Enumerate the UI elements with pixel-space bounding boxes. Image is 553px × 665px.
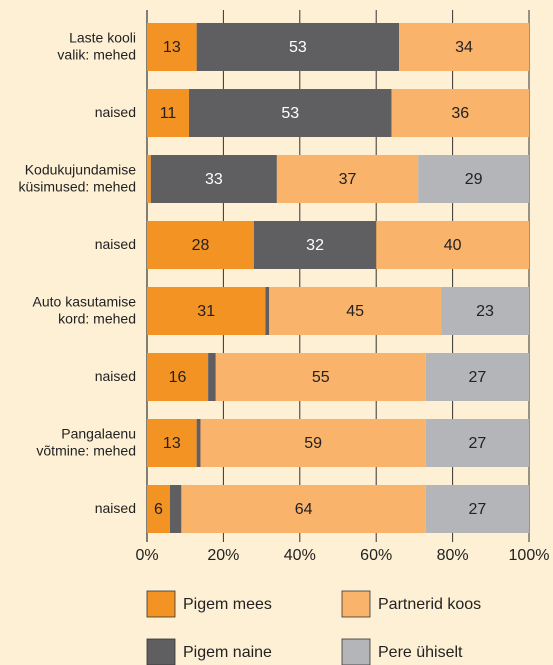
bar-segment: [425, 485, 529, 533]
value-label: 45: [346, 303, 364, 320]
x-tick-label: 20%: [207, 547, 239, 564]
y-tick-label: Kodukujundamise küsimused: mehed: [18, 161, 136, 194]
value-label: 33: [205, 171, 223, 188]
bar-segment: [418, 155, 529, 203]
x-tick-label: 0%: [135, 547, 158, 564]
bar-segment: [441, 287, 529, 335]
value-label: 6: [154, 501, 163, 518]
label-line: küsimused: mehed: [18, 178, 136, 194]
value-label: 32: [306, 237, 324, 254]
y-tick-label: naised: [95, 236, 136, 252]
legend-swatch: [341, 590, 371, 618]
label-line: kord: mehed: [58, 310, 136, 326]
bar-segment: [208, 353, 216, 401]
bar-segment: [399, 23, 529, 71]
bar-segment: [189, 89, 392, 137]
bar-segment: [276, 155, 419, 203]
bar-segment: [265, 287, 270, 335]
value-label: 29: [465, 171, 483, 188]
value-label: 13: [163, 39, 181, 56]
bar-segment: [147, 353, 209, 401]
label-line: naised: [95, 500, 136, 516]
value-label: 28: [192, 237, 210, 254]
legend-label: Pigem mees: [183, 596, 272, 613]
value-label: 55: [312, 369, 330, 386]
label-line: Pangalaenu: [61, 425, 136, 441]
value-label: 27: [469, 501, 487, 518]
value-label: 53: [281, 105, 299, 122]
y-tick-label: naised: [95, 500, 136, 516]
bar-segment: [181, 485, 426, 533]
bar-segment: [169, 485, 182, 533]
value-label: 23: [476, 303, 494, 320]
x-tick-label: 100%: [509, 547, 550, 564]
value-label: 64: [295, 501, 313, 518]
legend-label: Pere ühiselt: [378, 644, 463, 661]
bar-segment: [196, 419, 201, 467]
x-tick-label: 60%: [360, 547, 392, 564]
bar-segment: [150, 155, 277, 203]
y-tick-label: Auto kasutamise kord: mehed: [33, 293, 137, 326]
value-label: 36: [451, 105, 469, 122]
bar-segment: [147, 23, 197, 71]
bar-segment: [200, 419, 426, 467]
value-label: 34: [455, 39, 473, 56]
value-label: 16: [169, 369, 187, 386]
bar-segment: [147, 221, 254, 269]
label-line: naised: [95, 368, 136, 384]
legend-swatch: [341, 638, 371, 665]
bar-segment: [391, 89, 529, 137]
bar-segment: [215, 353, 426, 401]
value-label: 27: [469, 369, 487, 386]
value-label: 59: [304, 435, 322, 452]
y-tick-label: naised: [95, 104, 136, 120]
value-label: 40: [444, 237, 462, 254]
label-line: Kodukujundamise: [25, 161, 137, 177]
value-label: 53: [289, 39, 307, 56]
legend-swatch: [146, 590, 176, 618]
bar-segment: [196, 23, 400, 71]
bar-segment: [147, 419, 197, 467]
bar-segment: [147, 485, 170, 533]
bar-segment: [147, 287, 266, 335]
value-label: 31: [197, 303, 215, 320]
bar-segment: [269, 287, 442, 335]
value-label: 11: [160, 105, 177, 122]
value-label: 27: [469, 435, 487, 452]
label-line: naised: [95, 104, 136, 120]
legend-label: Pigem naine: [183, 644, 272, 661]
x-tick-label: 40%: [284, 547, 316, 564]
label-line: võtmine: mehed: [36, 442, 136, 458]
bar-segment: [147, 89, 190, 137]
bar-segment: [376, 221, 529, 269]
label-line: valik: mehed: [57, 46, 136, 62]
value-label: 13: [163, 435, 181, 452]
bar-segment: [147, 155, 151, 203]
y-tick-label: Laste kooli valik: mehed: [57, 29, 136, 62]
y-tick-label: Pangalaenu võtmine: mehed: [36, 425, 136, 458]
y-tick-label: naised: [95, 368, 136, 384]
value-label: 37: [339, 171, 357, 188]
label-line: Laste kooli: [69, 29, 136, 45]
x-tick-label: 80%: [437, 547, 469, 564]
label-line: Auto kasutamise: [33, 293, 137, 309]
legend-swatch: [146, 638, 176, 665]
bar-segment: [425, 353, 529, 401]
bar-segment: [253, 221, 377, 269]
legend-label: Partnerid koos: [378, 596, 481, 613]
label-line: naised: [95, 236, 136, 252]
bar-segment: [425, 419, 529, 467]
